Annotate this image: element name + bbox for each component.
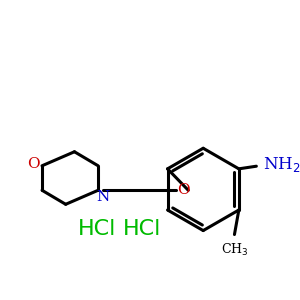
Text: CH$_3$: CH$_3$: [221, 242, 248, 258]
Text: O: O: [177, 183, 189, 197]
Text: N: N: [96, 190, 109, 204]
Text: O: O: [27, 157, 40, 171]
Text: HCl: HCl: [78, 219, 116, 239]
Text: NH$_2$: NH$_2$: [263, 155, 300, 174]
Text: HCl: HCl: [123, 219, 161, 239]
